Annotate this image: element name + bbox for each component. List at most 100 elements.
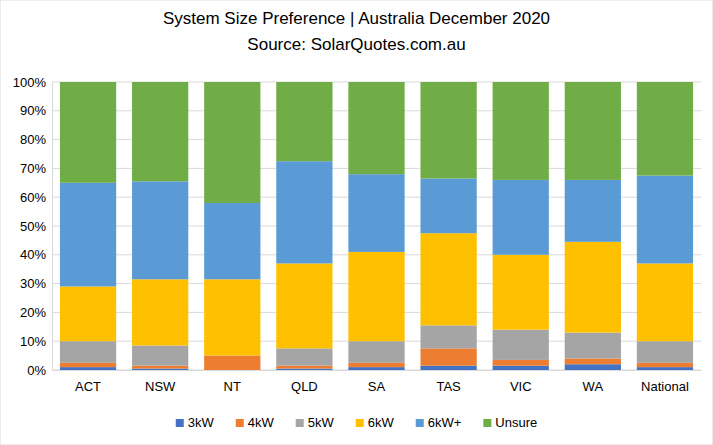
bar-segment: [565, 180, 621, 242]
bar-segment: [132, 279, 188, 345]
y-axis-line: [52, 83, 53, 371]
legend-swatch: [176, 419, 184, 427]
bar-segment: [348, 363, 404, 367]
x-tick: WA: [583, 370, 604, 394]
bar-segment: [276, 161, 332, 263]
y-tick-label: 0%: [27, 363, 46, 378]
x-tick-label: QLD: [291, 379, 318, 394]
bar-segment: [276, 369, 332, 370]
series: [60, 82, 693, 203]
bar-segment: [204, 356, 260, 370]
y-axis: 0% 10% 20% 30% 40% 50% 60% 70% 80% 90% 100%: [13, 75, 53, 378]
bar-segment: [60, 286, 116, 341]
bar-segment: [637, 263, 693, 341]
bar-segment: [637, 341, 693, 363]
legend: 3kW 4kW 5kW 6kW 6kW+ Unsure: [176, 415, 538, 430]
bars: [60, 82, 693, 370]
y-tick-label: 60%: [20, 190, 46, 205]
y-tick-label: 80%: [20, 132, 46, 147]
bar-segment: [493, 360, 549, 366]
bar-segment: [348, 174, 404, 252]
bar-segment: [565, 364, 621, 370]
y-tick: 0%: [27, 363, 52, 378]
legend-swatch: [236, 419, 244, 427]
legend-swatch: [416, 419, 424, 427]
legend-item: 3kW: [176, 415, 215, 430]
y-tick: 20%: [20, 305, 52, 320]
bar-segment: [276, 263, 332, 348]
bar-segment: [493, 330, 549, 360]
legend-item: 4kW: [236, 415, 275, 430]
title: System Size Preference | Australia Decem…: [163, 9, 550, 28]
x-tick-label: NSW: [145, 379, 176, 394]
legend-label: Unsure: [495, 415, 537, 430]
x-tick: NSW: [145, 370, 176, 394]
bar-segment: [493, 366, 549, 370]
bar-segment: [493, 82, 549, 180]
bar-segment: [348, 341, 404, 363]
legend-swatch: [483, 419, 491, 427]
x-tick: NT: [224, 370, 241, 394]
bar-segment: [60, 341, 116, 363]
legend-item: Unsure: [483, 415, 537, 430]
bar-segment: [565, 242, 621, 333]
chart: System Size Preference | Australia Decem…: [0, 0, 713, 445]
x-axis: ACT NSW NT QLD SA TAS VIC WA National: [53, 370, 702, 394]
bar-segment: [60, 367, 116, 370]
bar-segment: [420, 325, 476, 348]
y-tick-label: 10%: [20, 334, 46, 349]
legend-item: 6kW: [356, 415, 395, 430]
y-tick-label: 40%: [20, 247, 46, 262]
legend-item: 6kW+: [416, 415, 462, 430]
x-tick-label: SA: [368, 379, 386, 394]
bar-segment: [565, 333, 621, 359]
bar-segment: [565, 82, 621, 180]
legend-label: 3kW: [188, 415, 215, 430]
bar-segment: [204, 279, 260, 355]
x-tick: TAS: [436, 370, 461, 394]
bar-segment: [493, 255, 549, 330]
subtitle: Source: SolarQuotes.com.au: [247, 35, 465, 54]
bar-segment: [348, 252, 404, 341]
x-tick: VIC: [510, 370, 532, 394]
x-tick-label: National: [641, 379, 689, 394]
x-tick: ACT: [75, 370, 101, 394]
bar-segment: [637, 82, 693, 176]
legend-swatch: [356, 419, 364, 427]
background: [0, 0, 713, 445]
bar-segment: [493, 180, 549, 255]
legend-item: 5kW: [296, 415, 335, 430]
bar-segment: [420, 178, 476, 233]
y-tick: 50%: [20, 219, 52, 234]
bar-segment: [637, 367, 693, 370]
legend-label: 5kW: [308, 415, 335, 430]
bar-segment: [132, 181, 188, 279]
y-tick: 80%: [20, 132, 52, 147]
x-tick-label: VIC: [510, 379, 532, 394]
legend-label: 6kW+: [428, 415, 462, 430]
bar-segment: [420, 366, 476, 370]
bar-segment: [565, 358, 621, 364]
y-tick-label: 20%: [20, 305, 46, 320]
x-tick-label: NT: [224, 379, 241, 394]
bar-segment: [276, 82, 332, 161]
y-tick-label: 100%: [13, 75, 47, 90]
y-tick: 40%: [20, 247, 52, 262]
y-tick: 70%: [20, 161, 52, 176]
bar-segment: [420, 233, 476, 325]
bar-segment: [132, 82, 188, 181]
bar-segment: [60, 363, 116, 367]
bar-segment: [60, 82, 116, 183]
bar-segment: [637, 363, 693, 367]
y-tick: 90%: [20, 103, 52, 118]
y-tick-label: 90%: [20, 103, 46, 118]
bar-segment: [420, 348, 476, 365]
bar-segment: [132, 369, 188, 370]
bar-segment: [276, 366, 332, 369]
y-tick: 30%: [20, 276, 52, 291]
y-tick: 60%: [20, 190, 52, 205]
legend-swatch: [296, 419, 304, 427]
bar-segment: [204, 203, 260, 279]
x-tick-label: WA: [583, 379, 604, 394]
bar-segment: [637, 176, 693, 264]
